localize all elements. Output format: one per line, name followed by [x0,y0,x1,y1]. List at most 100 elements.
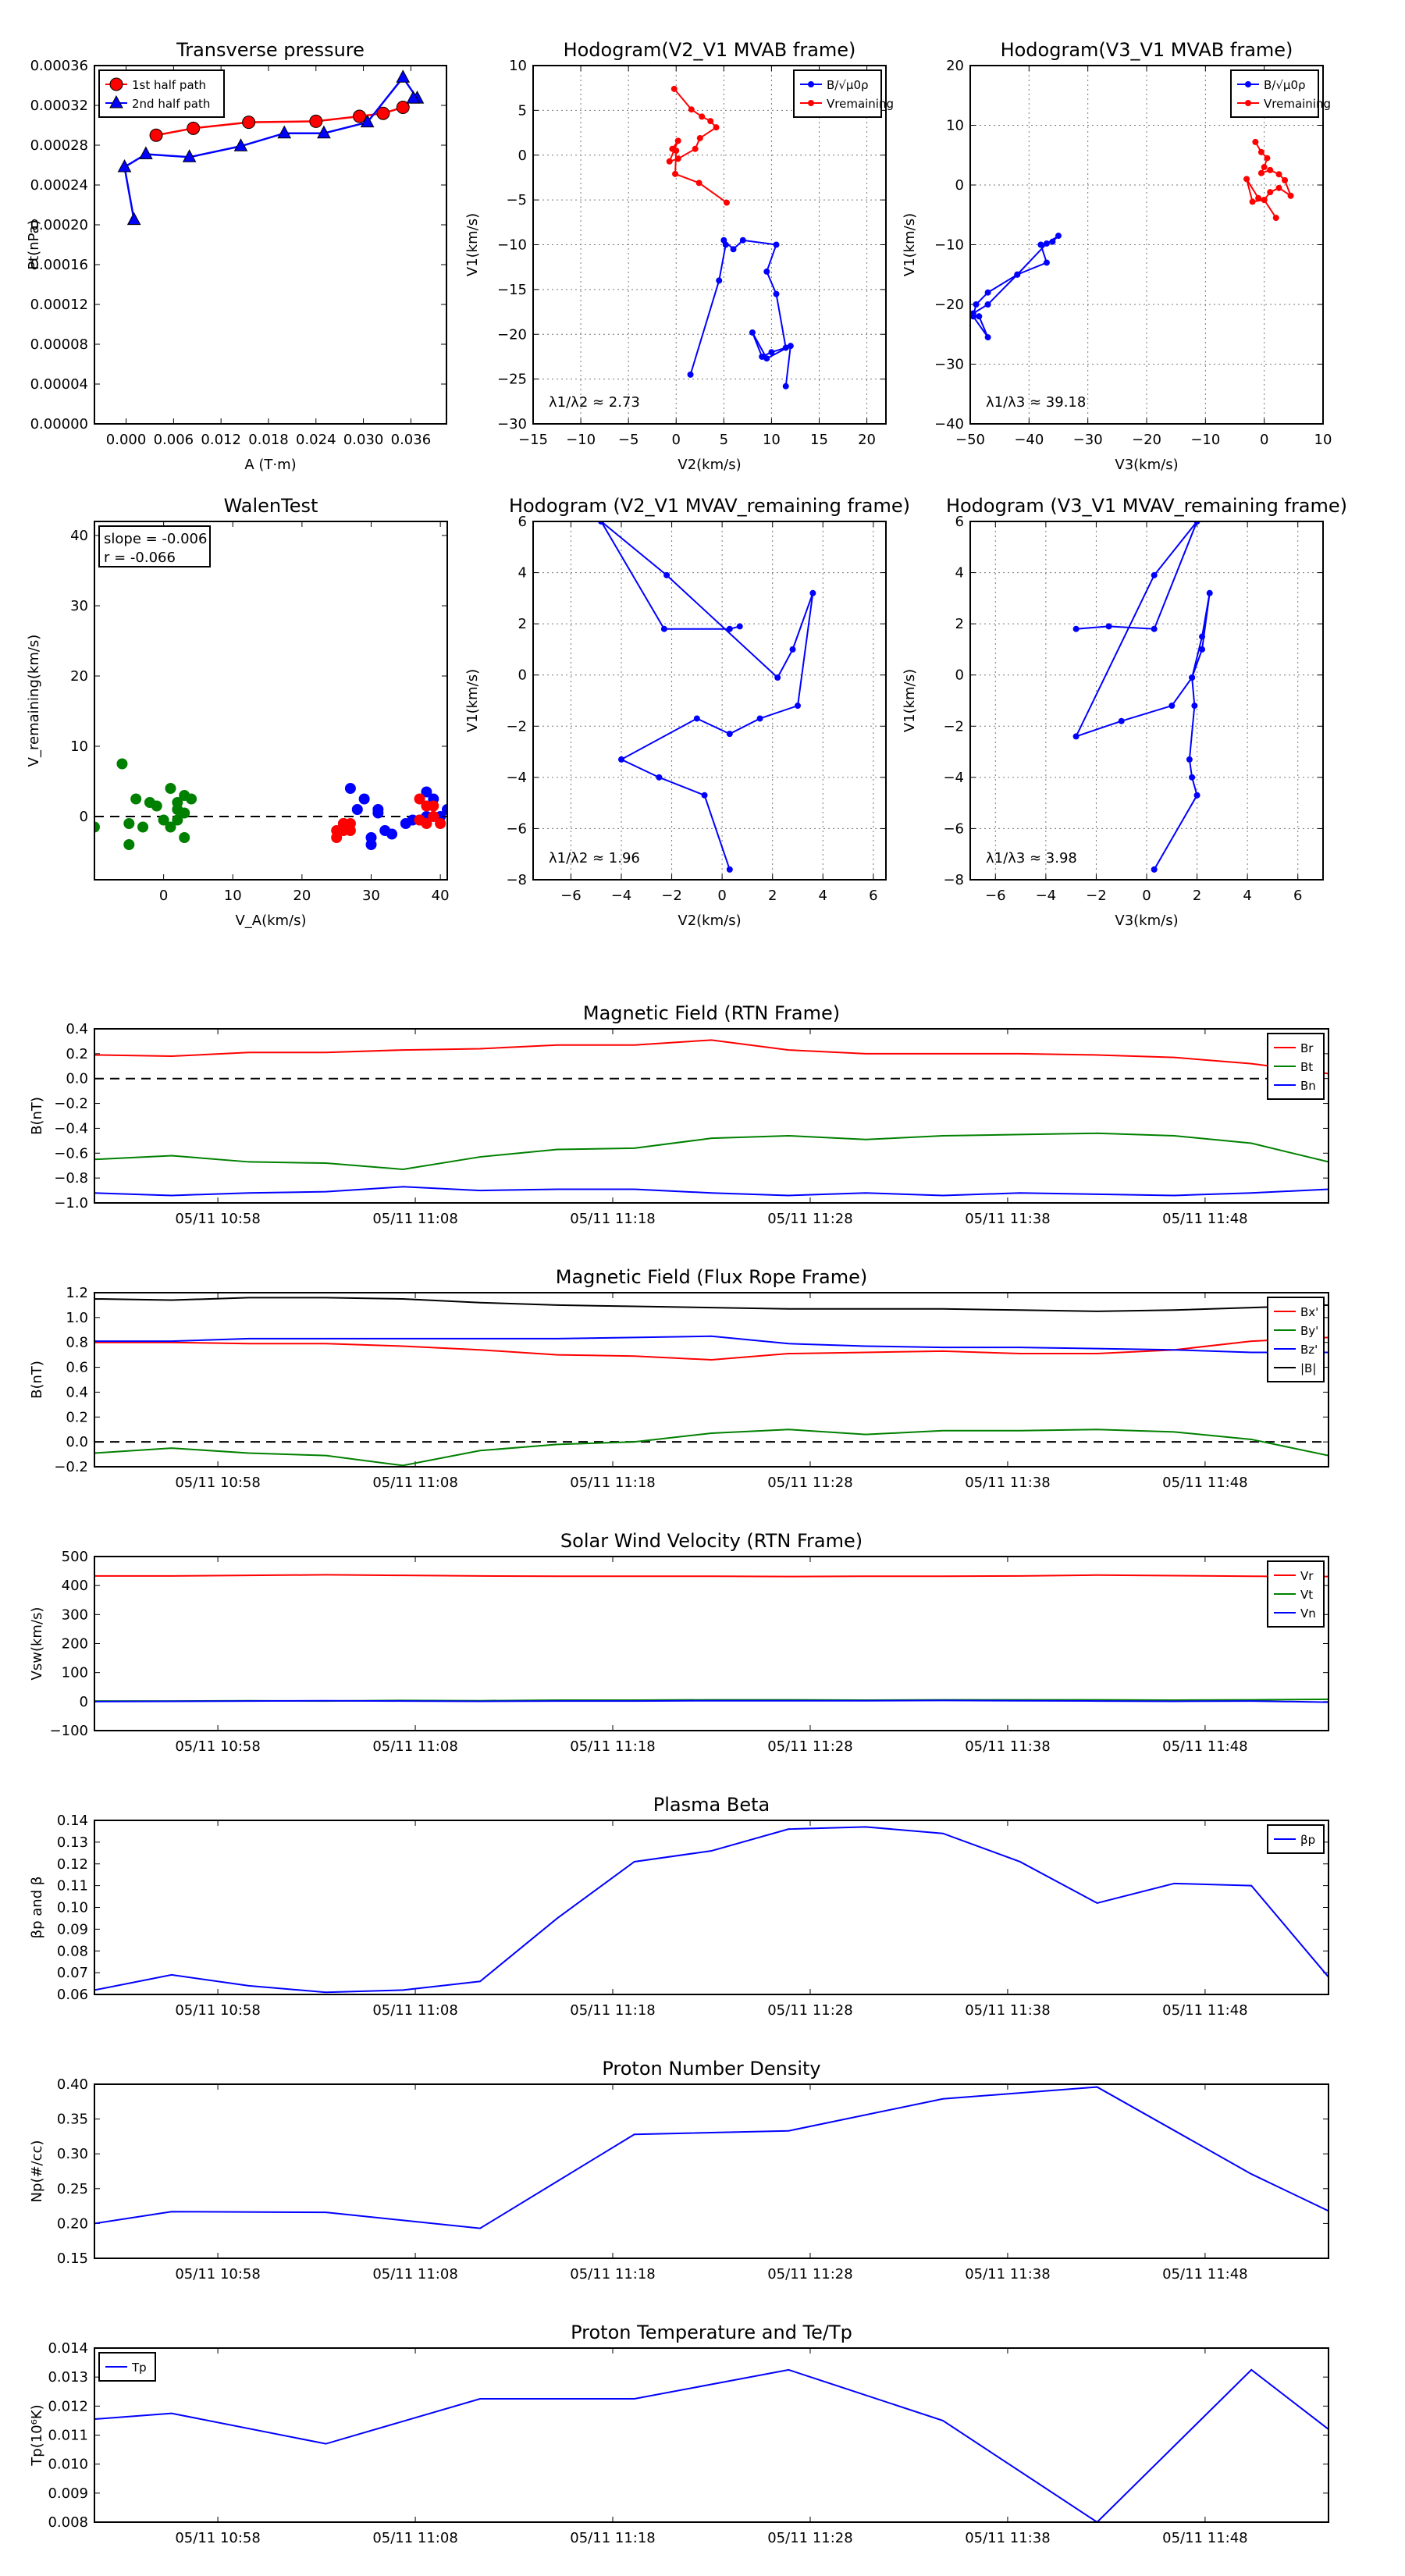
y-tick-label: 0.014 [48,2340,88,2357]
x-tick-label: 05/11 11:38 [965,1475,1050,1491]
x-tick-label: 6 [1293,888,1302,904]
data-point [1186,756,1193,763]
data-point [1257,148,1264,155]
data-point [1249,198,1256,205]
y-tick-label: −2 [943,718,964,735]
data-point [421,818,432,829]
data-point [984,301,991,308]
data-point [1267,189,1274,196]
series-line [94,1336,1329,1361]
y-tick-label: −25 [497,372,527,388]
plot-area [598,521,816,873]
y-tick-label: −40 [934,416,964,432]
y-tick-label: 0.00036 [30,58,88,74]
plot-frame [94,521,448,881]
data-point [693,715,700,722]
y-axis-label: V_remaining(km/s) [26,635,42,767]
y-axis-label: V1(km/s) [902,669,918,732]
data-point [406,91,421,104]
plot-frame [969,521,1324,881]
x-tick-label: 15 [810,432,828,448]
annotation-text: λ1/λ2 ≈ 2.73 [549,394,640,411]
data-point [365,839,377,850]
series-line [94,1335,1329,1354]
plot-area [117,69,425,226]
y-tick-label: 0.0 [66,1071,88,1087]
data-point [172,814,183,826]
y-tick-label: 0.010 [48,2457,88,2473]
annotation-text: λ1/λ3 ≈ 3.98 [986,850,1077,866]
annotation-text: λ1/λ2 ≈ 1.96 [549,850,640,866]
x-tick-label: 05/11 10:58 [175,2002,260,2019]
chart-title: Hodogram(V3_V1 MVAB frame) [1001,39,1293,61]
data-point [94,821,100,833]
x-tick-label: 0.006 [154,432,194,448]
y-tick-label: −8 [943,872,964,888]
x-tick-label: 4 [1243,888,1251,904]
series-line [972,235,1059,338]
data-point [773,241,780,248]
x-tick-label: 0.024 [296,432,336,448]
legend-label: By' [1300,1324,1318,1338]
data-point [723,199,730,206]
y-tick-label: 0.011 [48,2428,88,2444]
y-tick-label: −20 [934,297,964,313]
legend-label: |B| [1300,1361,1316,1375]
y-tick-label: 0 [955,177,964,194]
annotation-text: λ1/λ3 ≈ 39.18 [986,394,1086,411]
x-tick-label: −5 [618,432,639,448]
y-tick-label: −30 [934,357,964,373]
x-axis-label: V3(km/s) [1115,913,1178,929]
y-tick-label: 0 [955,667,964,684]
x-tick-label: 05/11 11:48 [1162,1738,1247,1755]
data-point [1168,703,1176,710]
y-tick-label: 0.00028 [30,137,88,154]
y-tick-label: 0.2 [66,1409,88,1425]
x-axis-label: V_A(km/s) [235,913,306,929]
data-point [165,821,176,833]
chart-3: WalenTest 0 10 20 30 40 V_A(km/s) V_remaining(k… [26,495,450,929]
legend-label: Br [1300,1041,1314,1055]
data-point [1189,774,1196,781]
data-point [123,818,135,829]
y-tick-label: 0 [518,667,527,684]
y-tick-label: 6 [955,514,964,530]
legend-label: B/√μ0ρ [1264,78,1306,92]
legend-marker [1245,100,1251,106]
plot-frame [532,521,887,881]
chart-5: Hodogram (V3_V1 MVAV_remaining frame) −8 −… [902,495,1347,929]
legend-marker [808,81,814,87]
data-point [344,783,356,794]
legend-label: B/√μ0ρ [827,78,869,92]
y-tick-label: 0.14 [57,1813,88,1829]
x-axis-label: V2(km/s) [678,913,741,929]
y-tick-label: 0.00012 [30,297,88,313]
data-point [1014,271,1021,278]
y-tick-label: −10 [497,237,527,254]
data-point [435,818,446,829]
series-line [94,1574,1329,1578]
x-tick-label: 10 [224,888,242,904]
data-point [1151,571,1158,578]
series-line [94,2086,1329,2229]
y-tick-label: 0.00032 [30,98,88,114]
data-point [1072,625,1080,632]
x-tick-label: −40 [1014,432,1044,448]
x-tick-label: 6 [869,888,877,904]
y-tick-label: 0.00004 [30,376,88,393]
x-tick-label: −2 [1086,888,1107,904]
series-line [94,1186,1329,1197]
data-point [414,793,425,805]
x-tick-label: 0 [1260,432,1268,448]
x-tick-label: −2 [661,888,682,904]
data-point [1199,633,1206,640]
x-tick-label: −4 [1036,888,1057,904]
data-point [726,866,733,873]
data-point [442,804,447,815]
y-tick-label: −0.4 [54,1120,88,1137]
legend-marker [109,77,123,91]
x-tick-label: 5 [720,432,728,448]
y-tick-label: 0.08 [57,1943,88,1959]
chart-title: Magnetic Field (Flux Rope Frame) [556,1266,867,1288]
